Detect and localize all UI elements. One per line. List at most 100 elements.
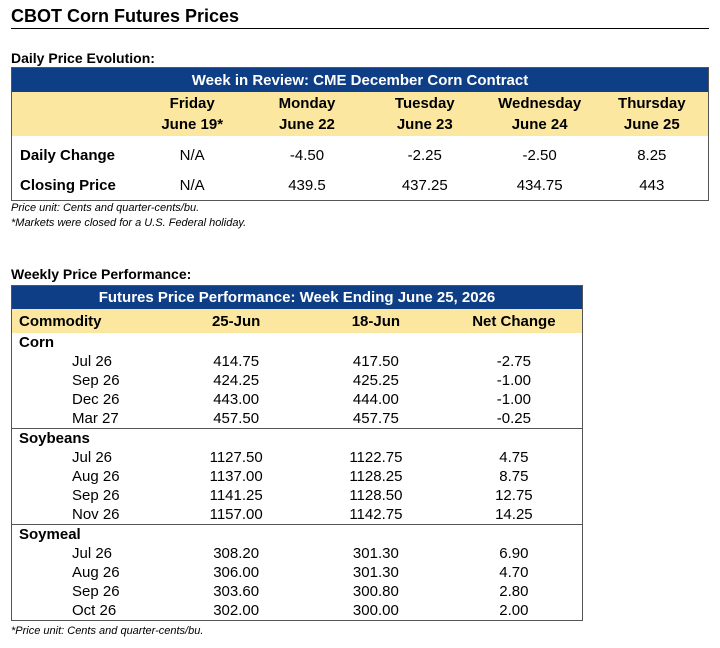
price-previous: 301.30: [352, 564, 399, 581]
price-current: 306.00: [213, 564, 260, 581]
daily-notes: Price unit: Cents and quarter-cents/bu. …: [11, 201, 246, 231]
net-change: 2.80: [499, 583, 529, 600]
daily-cell: 434.75: [516, 176, 563, 194]
day-header: Wednesday June 24: [483, 92, 596, 136]
price-current: 424.25: [213, 372, 260, 389]
commodity-group-row: Corn: [12, 333, 583, 352]
weekly-performance-table: Futures Price Performance: Week Ending J…: [11, 285, 583, 621]
commodity-group-label: Corn: [19, 334, 54, 351]
table-row: Sep 26 303.60 300.80 2.80: [12, 582, 583, 601]
price-current: 457.50: [213, 410, 260, 427]
price-previous: 1142.75: [349, 506, 403, 523]
contract-month: Dec 26: [72, 391, 120, 408]
daily-cell: N/A: [179, 146, 205, 164]
price-current: 308.20: [213, 545, 260, 562]
price-previous: 301.30: [352, 545, 399, 562]
price-previous: 300.00: [352, 602, 399, 619]
row-label: Closing Price: [20, 176, 116, 194]
table-row: Oct 26 302.00 300.00 2.00: [12, 601, 583, 621]
commodity-group-label: Soybeans: [11, 428, 583, 448]
weekly-header-row: Commodity 25-Jun 18-Jun Net Change: [11, 309, 583, 333]
daily-change-row: Daily Change N/A -4.50 -2.25 -2.50 8.25: [12, 136, 709, 170]
contract-month: Sep 26: [72, 583, 120, 600]
net-change: 14.25: [495, 506, 533, 523]
day-date: June 19*: [161, 116, 224, 133]
table-row: Aug 26 1137.00 1128.25 8.75: [12, 467, 583, 486]
price-current: 1137.00: [209, 468, 263, 485]
net-change: -2.75: [496, 353, 531, 370]
weekly-price-unit-note: *Price unit: Cents and quarter-cents/bu.: [11, 625, 204, 637]
price-current: 302.00: [213, 602, 260, 619]
row-label: Daily Change: [20, 146, 116, 164]
price-current: 1141.25: [209, 487, 263, 504]
net-change: 6.90: [499, 545, 529, 562]
table-row: Sep 26 1141.25 1128.50 12.75: [12, 486, 583, 505]
title-divider: [11, 28, 709, 29]
table-row: Aug 26 306.00 301.30 4.70: [12, 563, 583, 582]
price-previous: 417.50: [352, 353, 399, 370]
net-change: 8.75: [499, 468, 529, 485]
contract-month: Mar 27: [72, 410, 119, 427]
table-row: Sep 26 424.25 425.25 -1.00: [12, 371, 583, 390]
day-header: Thursday June 25: [595, 92, 709, 136]
day-date: June 23: [396, 116, 453, 133]
daily-cell: -4.50: [289, 146, 325, 164]
column-header-net-change: Net Change: [445, 309, 583, 333]
table-row: Nov 26 1157.00 1142.75 14.25: [12, 505, 583, 525]
daily-cell: 443: [639, 176, 665, 194]
price-current: 1127.50: [209, 449, 263, 466]
commodity-group-label: Soymeal: [11, 524, 583, 544]
holiday-note: *Markets were closed for a U.S. Federal …: [11, 217, 247, 229]
price-current: 443.00: [213, 391, 260, 408]
daily-cell: 439.5: [288, 176, 326, 194]
commodity-group-row: Soymeal: [11, 524, 583, 544]
net-change: 4.70: [499, 564, 529, 581]
contract-month: Aug 26: [72, 468, 120, 485]
table-row: Dec 26 443.00 444.00 -1.00: [12, 390, 583, 409]
column-header-current: 25-Jun: [166, 309, 307, 333]
daily-cell: 8.25: [637, 146, 667, 164]
day-header: Monday June 22: [248, 92, 366, 136]
net-change: 2.00: [499, 602, 529, 619]
net-change: -1.00: [496, 391, 531, 408]
contract-month: Sep 26: [72, 487, 120, 504]
day-date: June 24: [511, 116, 568, 133]
weekly-section-label: Weekly Price Performance:: [11, 266, 192, 282]
day-header: Tuesday June 23: [365, 92, 484, 136]
price-previous: 300.80: [352, 583, 399, 600]
closing-price-row: Closing Price N/A 439.5 437.25 434.75 44…: [12, 170, 709, 201]
price-unit-note: Price unit: Cents and quarter-cents/bu.: [11, 202, 200, 214]
daily-cell: 437.25: [401, 176, 448, 194]
day-name: Tuesday: [394, 95, 455, 112]
daily-price-table: Week in Review: CME December Corn Contra…: [11, 67, 709, 201]
table-row: Jul 26 308.20 301.30 6.90: [12, 544, 583, 563]
price-current: 303.60: [213, 583, 260, 600]
daily-cell: -2.25: [407, 146, 442, 164]
day-name: Friday: [169, 95, 215, 112]
net-change: 12.75: [495, 487, 533, 504]
contract-month: Jul 26: [72, 449, 113, 466]
price-previous: 457.75: [352, 410, 399, 427]
daily-cell: -2.50: [522, 146, 557, 164]
contract-month: Aug 26: [72, 564, 120, 581]
table-row: Mar 27 457.50 457.75 -0.25: [12, 409, 583, 429]
day-date: June 22: [279, 116, 335, 133]
table-row: Jul 26 1127.50 1122.75 4.75: [12, 448, 583, 467]
price-previous: 444.00: [352, 391, 399, 408]
daily-section-label: Daily Price Evolution:: [11, 50, 155, 66]
contract-month: Jul 26: [72, 353, 113, 370]
column-header-commodity: Commodity: [11, 309, 167, 333]
price-previous: 1122.75: [349, 449, 403, 466]
contract-month: Sep 26: [72, 372, 120, 389]
weekly-table-banner: Futures Price Performance: Week Ending J…: [11, 285, 583, 309]
price-current: 414.75: [213, 353, 260, 370]
day-name: Thursday: [618, 95, 686, 112]
contract-month: Oct 26: [72, 602, 117, 619]
contract-month: Nov 26: [72, 506, 120, 523]
header-blank-cell: [11, 92, 137, 136]
day-name: Monday: [278, 95, 336, 112]
column-header-previous: 18-Jun: [306, 309, 446, 333]
day-name: Wednesday: [498, 95, 582, 112]
commodity-group-row: Soybeans: [11, 428, 583, 448]
daily-cell: N/A: [179, 176, 205, 194]
